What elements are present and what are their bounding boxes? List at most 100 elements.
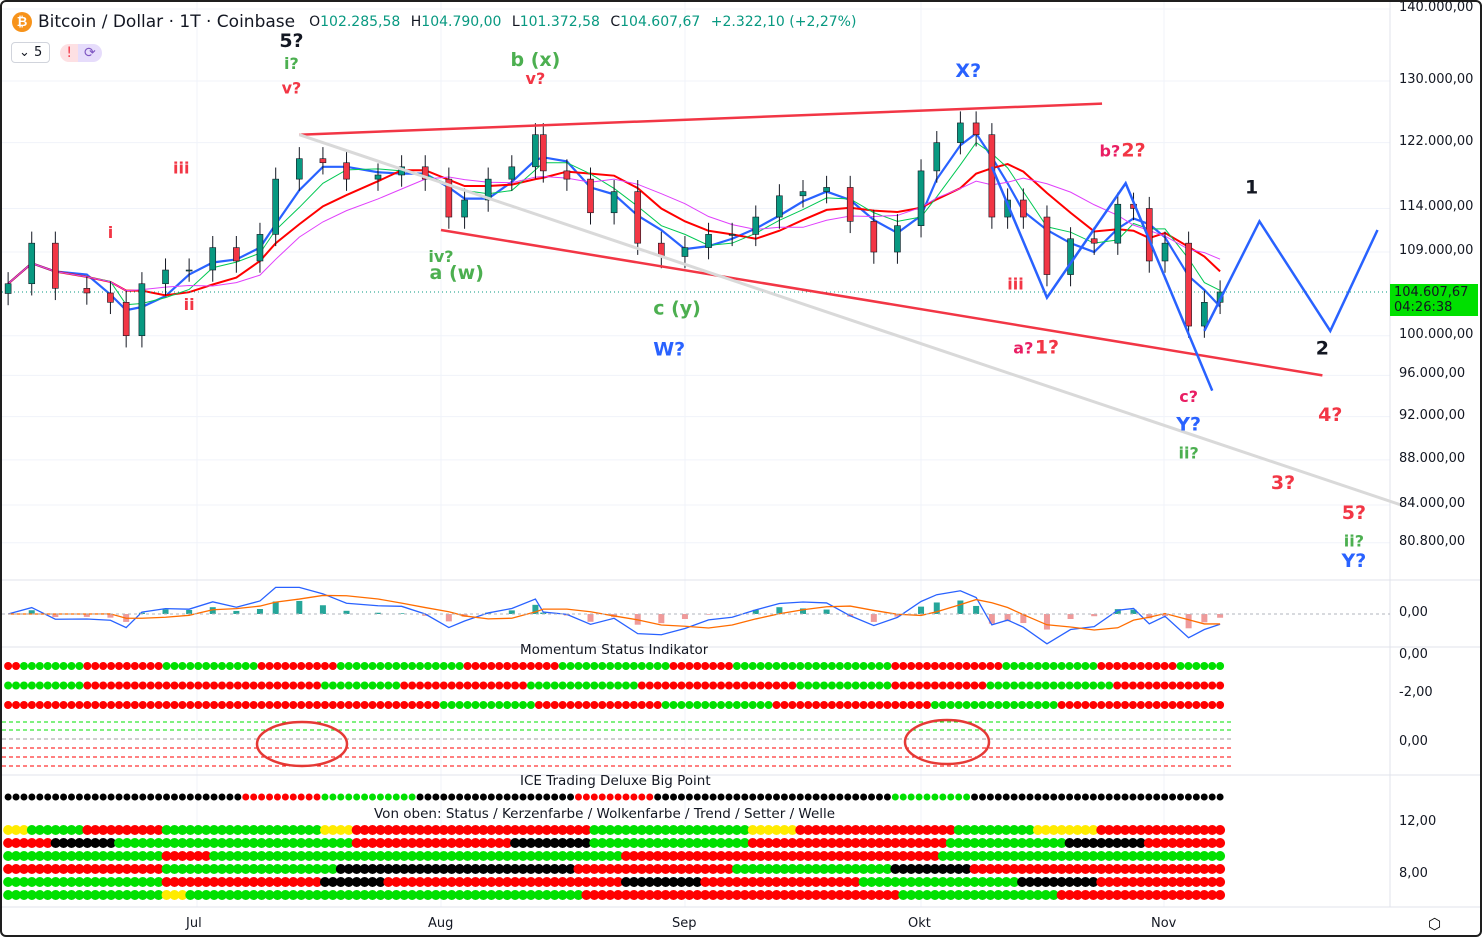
candle — [1067, 238, 1074, 275]
status-dot — [248, 890, 259, 900]
alert-icon[interactable]: ! — [60, 43, 78, 62]
status-dot — [1072, 877, 1083, 887]
wave-label: 5? — [279, 30, 303, 52]
momentum-dot — [83, 662, 92, 670]
momentum-dot — [265, 701, 274, 709]
momentum-dot — [851, 681, 860, 690]
status-dot — [216, 890, 227, 900]
status-dot — [98, 890, 109, 900]
status-pill[interactable]: ! ⟳ — [60, 43, 102, 62]
status-dot — [565, 877, 576, 887]
status-dot — [1112, 890, 1123, 900]
momentum-dot — [83, 701, 92, 709]
momentum-dot — [907, 681, 916, 690]
status-dot — [486, 838, 497, 848]
momentum-dot — [740, 701, 749, 709]
status-dot — [961, 864, 972, 874]
status-dot — [834, 890, 845, 900]
momentum-dot — [35, 701, 44, 709]
momentum-dot — [19, 701, 28, 709]
status-dot — [1104, 851, 1115, 861]
status-dot — [644, 838, 655, 848]
status-dot — [692, 851, 703, 861]
status-dot — [628, 838, 639, 848]
status-dot — [819, 851, 830, 861]
bigpoint-dot — [1010, 793, 1018, 801]
status-dot — [486, 825, 497, 835]
status-dot — [605, 851, 616, 861]
momentum-dot — [186, 662, 195, 670]
momentum-dot — [479, 681, 488, 690]
status-dot — [557, 890, 568, 900]
status-dot — [993, 838, 1004, 848]
status-dot — [620, 890, 631, 900]
status-dot — [438, 825, 449, 835]
momentum-dot — [891, 681, 900, 690]
momentum-dot — [107, 662, 116, 670]
macd-histogram-bar — [988, 614, 995, 624]
status-dot — [1080, 890, 1091, 900]
status-dot — [66, 864, 77, 874]
status-dot — [549, 838, 560, 848]
status-dot — [367, 851, 378, 861]
momentum-dot — [1176, 662, 1185, 670]
status-dot — [1159, 877, 1170, 887]
bitcoin-icon: ₿ — [12, 12, 32, 32]
bigpoint-dot — [1042, 793, 1050, 801]
status-dot — [597, 890, 608, 900]
momentum-dot — [534, 701, 543, 709]
wave-label: c (y) — [653, 298, 701, 320]
status-dot — [1175, 877, 1186, 887]
momentum-dot — [423, 662, 432, 670]
status-dot — [1001, 825, 1012, 835]
chevron-down-icon: ⌄ — [19, 45, 30, 60]
momentum-dot — [91, 681, 100, 690]
bigpoint-dot — [765, 793, 773, 801]
status-dot — [668, 877, 679, 887]
momentum-dot — [511, 701, 520, 709]
momentum-dot — [867, 701, 876, 709]
status-dot — [605, 838, 616, 848]
momentum-dot — [701, 681, 710, 690]
momentum-dot — [1105, 701, 1114, 709]
momentum-dot — [273, 701, 282, 709]
status-dot — [319, 864, 330, 874]
status-dot — [438, 877, 449, 887]
status-dot — [803, 851, 814, 861]
macd-histogram-bar — [658, 614, 665, 624]
bigpoint-dot — [574, 793, 582, 801]
status-dot — [1159, 851, 1170, 861]
status-dot — [787, 877, 798, 887]
status-dot — [763, 864, 774, 874]
momentum-dot — [835, 681, 844, 690]
collapse-indicators-button[interactable]: ⌄ 5 — [11, 42, 51, 63]
refresh-icon[interactable]: ⟳ — [77, 43, 102, 62]
status-dot — [549, 825, 560, 835]
status-dot — [953, 851, 964, 861]
momentum-dot — [170, 681, 179, 690]
status-dot — [533, 851, 544, 861]
status-dot — [343, 864, 354, 874]
status-dot — [193, 825, 204, 835]
status-dot — [898, 838, 909, 848]
momentum-dot — [1128, 681, 1137, 690]
status-dot — [747, 864, 758, 874]
status-dot — [1024, 864, 1035, 874]
momentum-dot — [859, 662, 868, 670]
bigpoint-dot — [345, 793, 353, 801]
bigpoint-dot — [820, 793, 828, 801]
status-dot — [557, 825, 568, 835]
status-dot — [668, 825, 679, 835]
status-dot — [193, 851, 204, 861]
status-dot — [510, 851, 521, 861]
settings-icon[interactable]: ⬡ — [1428, 915, 1442, 933]
candle — [799, 191, 807, 197]
momentum-dot — [851, 701, 860, 709]
momentum-dot — [416, 681, 425, 690]
momentum-dot — [51, 681, 60, 690]
status-dot — [224, 825, 235, 835]
status-dot — [256, 877, 267, 887]
symbol-title[interactable]: Bitcoin / Dollar · 1T · Coinbase — [38, 12, 296, 32]
momentum-dot — [748, 681, 757, 690]
